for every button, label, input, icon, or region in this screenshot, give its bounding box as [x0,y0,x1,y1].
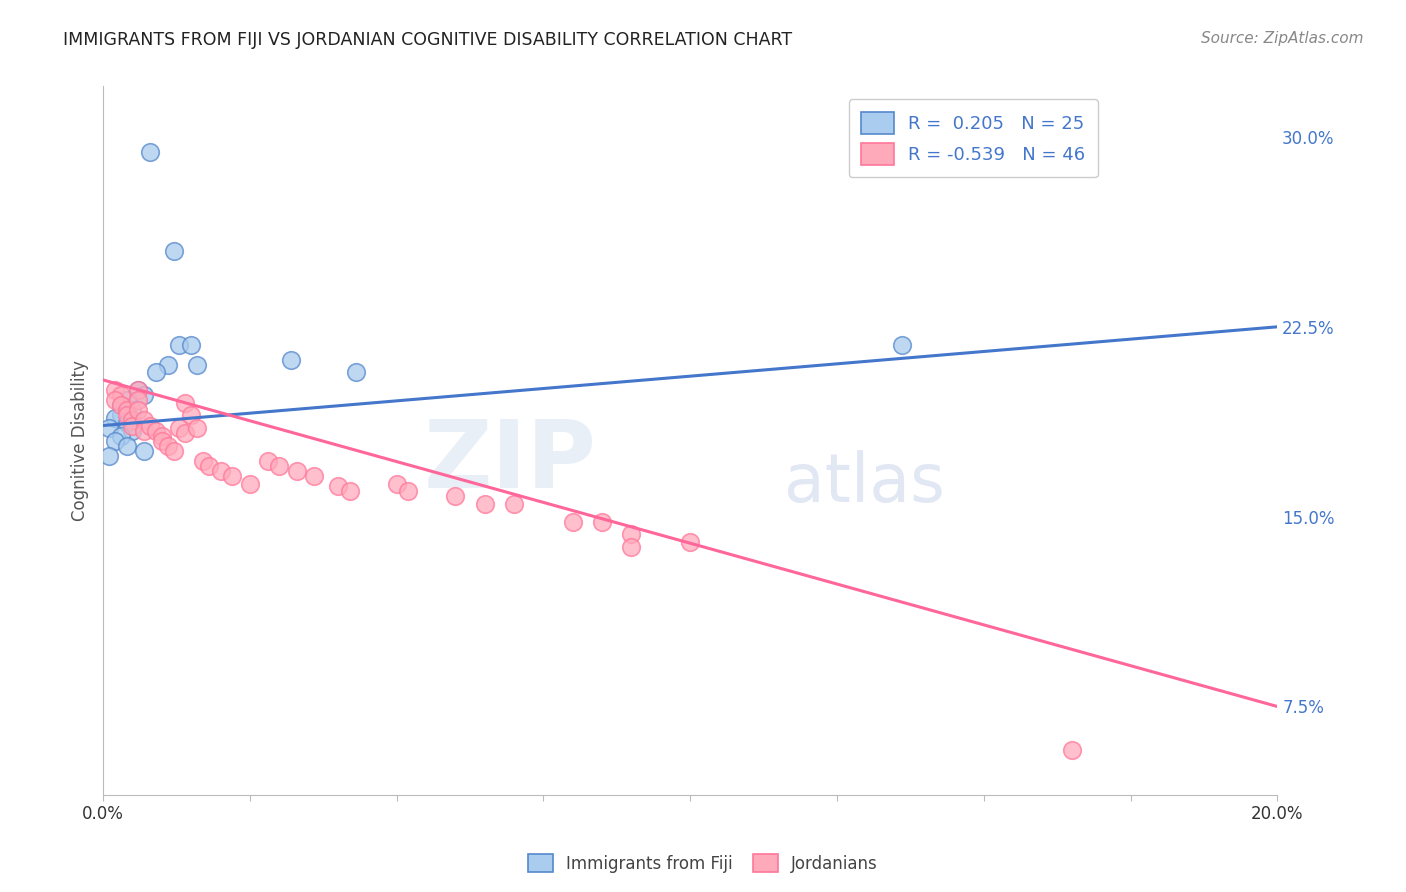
Point [344,365,367,379]
Point [110,409,132,423]
Text: atlas: atlas [785,450,945,516]
Point [104,383,127,397]
Point [121,413,143,427]
Point [561,515,583,529]
Point [191,454,214,468]
Point [326,479,349,493]
Legend: R =  0.205   N = 25, R = -0.539   N = 46: R = 0.205 N = 25, R = -0.539 N = 46 [849,99,1098,178]
Point [239,476,262,491]
Point [503,497,526,511]
Point [186,421,208,435]
Point [110,398,132,412]
Text: IMMIGRANTS FROM FIJI VS JORDANIAN COGNITIVE DISABILITY CORRELATION CHART: IMMIGRANTS FROM FIJI VS JORDANIAN COGNIT… [63,31,793,49]
Point [285,464,308,478]
Point [385,476,408,491]
Legend: Immigrants from Fiji, Jordanians: Immigrants from Fiji, Jordanians [522,847,884,880]
Point [269,458,291,473]
Point [104,411,127,425]
Y-axis label: Cognitive Disability: Cognitive Disability [72,360,89,521]
Point [304,469,326,483]
Point [115,416,138,430]
Point [591,515,613,529]
Point [104,393,127,408]
Point [174,396,197,410]
Point [134,388,156,402]
Point [180,337,202,351]
Point [280,352,302,367]
Point [221,469,243,483]
Point [134,443,156,458]
Point [98,421,121,435]
Point [186,358,208,372]
Point [110,388,132,402]
Point [115,393,138,408]
Point [444,489,467,503]
Point [139,145,162,160]
Point [209,464,232,478]
Point [127,383,149,397]
Point [110,398,132,412]
Point [180,409,202,423]
Point [162,244,184,258]
Point [98,449,121,463]
Point [121,418,143,433]
Point [115,409,138,423]
Point [127,393,149,408]
Point [145,424,167,438]
Point [174,426,197,441]
Point [1060,742,1083,756]
Point [169,337,191,351]
Point [127,383,149,397]
Point [339,484,361,499]
Point [396,484,419,499]
Point [115,439,138,453]
Point [127,403,149,417]
Point [150,428,173,442]
Point [156,439,179,453]
Point [620,540,643,554]
Point [156,358,179,372]
Point [110,428,132,442]
Point [134,424,156,438]
Text: Source: ZipAtlas.com: Source: ZipAtlas.com [1201,31,1364,46]
Point [474,497,496,511]
Point [169,421,191,435]
Point [620,527,643,541]
Point [679,535,702,549]
Point [256,454,278,468]
Point [150,434,173,448]
Point [198,458,221,473]
Text: ZIP: ZIP [423,416,596,508]
Point [890,337,912,351]
Point [121,403,143,417]
Point [104,434,127,448]
Point [115,403,138,417]
Point [134,413,156,427]
Point [139,418,162,433]
Point [145,365,167,379]
Point [162,443,184,458]
Point [121,424,143,438]
